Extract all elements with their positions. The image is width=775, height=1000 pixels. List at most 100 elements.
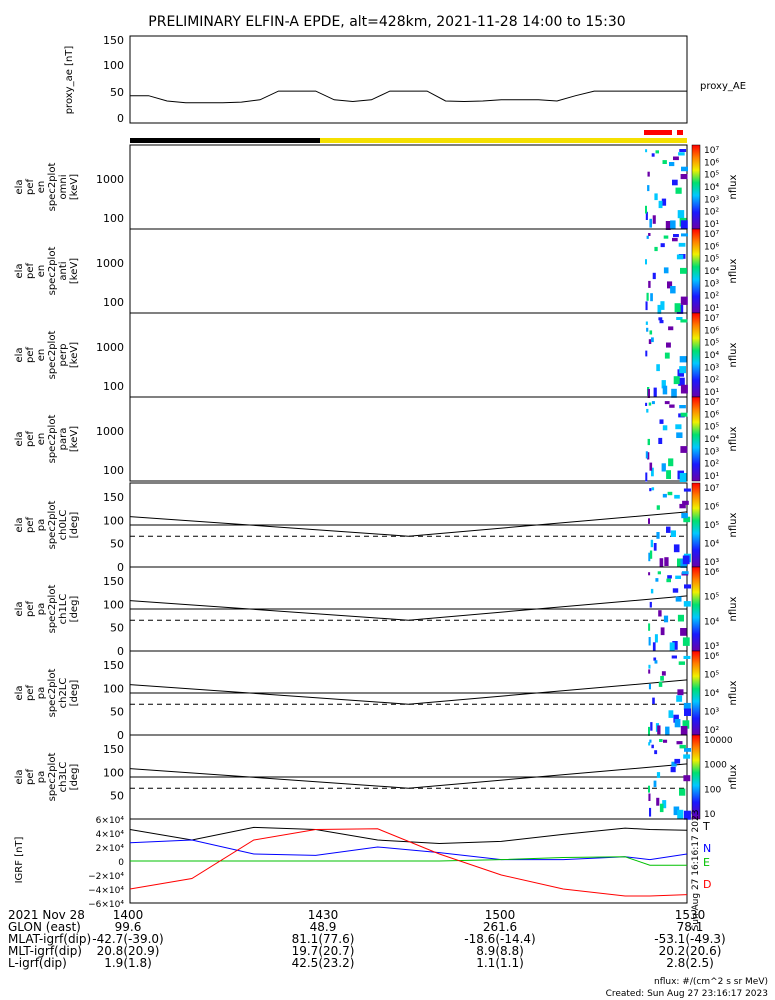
spectrogram-cell bbox=[652, 697, 655, 705]
spectrogram-cell bbox=[677, 809, 684, 819]
igrf-ytick: 0 bbox=[118, 858, 124, 868]
spectra-ylabel-line: spec2plot bbox=[47, 247, 58, 296]
spectrogram-cell bbox=[673, 234, 679, 238]
pa-ylabel-line: ch1LC bbox=[58, 594, 69, 625]
pa-cbar-tick: 10³ bbox=[704, 642, 719, 652]
igrf-series-T bbox=[129, 826, 688, 845]
spectra-colorbar-3 bbox=[691, 396, 701, 482]
footer-row-value: 20.8(20.9) bbox=[97, 944, 160, 958]
spectra-ylabel-line: ela bbox=[14, 347, 25, 362]
footer-row-value: 78.1 bbox=[677, 920, 704, 934]
spectra-ylabel-line: spec2plot bbox=[47, 331, 58, 380]
pa-trace bbox=[129, 679, 688, 705]
pa-ylabel-line: ch2LC bbox=[58, 678, 69, 709]
pa-ylabel-line: pef bbox=[25, 601, 36, 618]
pa-ylabel-line: pef bbox=[25, 517, 36, 534]
spectrogram-cell bbox=[679, 744, 686, 749]
spectra-cbar-tick: 10¹ bbox=[704, 304, 719, 314]
spectra-ylabel-line: para bbox=[58, 428, 69, 451]
footer-row-label: 2021 Nov 28 bbox=[8, 908, 85, 922]
spectrogram-cell bbox=[645, 149, 648, 153]
spectrogram-cell bbox=[667, 575, 672, 579]
spectra-cbar-tick: 10⁴ bbox=[704, 351, 719, 361]
spectra-ylabel-line: ela bbox=[14, 431, 25, 446]
spectrogram-cell bbox=[675, 596, 682, 602]
spectra-ylabel-line: [keV] bbox=[69, 342, 80, 368]
spectrogram-cell bbox=[645, 350, 648, 357]
pa-ylabel-line: spec2plot bbox=[47, 753, 58, 802]
spectrogram-cell bbox=[645, 402, 648, 406]
spectrogram-cell bbox=[662, 493, 667, 498]
spectrogram-cell bbox=[680, 446, 688, 453]
spectrogram-cell bbox=[649, 462, 653, 471]
spectra-colorbar-1 bbox=[691, 228, 701, 314]
spectrogram-cell bbox=[681, 571, 689, 575]
footer-row-value: 20.2(20.6) bbox=[659, 944, 722, 958]
spectrogram-cell bbox=[649, 488, 652, 492]
spectrogram-cell bbox=[653, 543, 657, 551]
nflux-unit-note: nflux: #/(cm^2 s sr MeV) bbox=[654, 977, 768, 987]
spectra-cbar-tick: 10² bbox=[704, 292, 719, 302]
spectrogram-cell bbox=[676, 432, 683, 438]
spectra-ylabel-line: perp bbox=[58, 344, 69, 367]
spectrogram-cell bbox=[680, 628, 687, 636]
spectra-ylabel-line: pef bbox=[25, 263, 36, 280]
spectrogram-cell bbox=[654, 660, 658, 664]
spectrogram-cell bbox=[656, 797, 660, 806]
spectra-cbar-tick: 10¹ bbox=[704, 220, 719, 230]
spectrogram-cell bbox=[649, 601, 652, 608]
spectrogram-cell bbox=[671, 761, 677, 767]
spectra-ylabel-line: en bbox=[36, 181, 47, 194]
spectrogram-cell bbox=[650, 539, 654, 548]
spectra-colorbar-0 bbox=[691, 144, 701, 230]
spectra-ytick-1000: 1000 bbox=[96, 257, 124, 270]
pa-ytick: 150 bbox=[103, 491, 124, 504]
spectra-ylabel-line: pef bbox=[25, 347, 36, 364]
spectra-panel-frame bbox=[129, 312, 688, 398]
spectrogram-cell bbox=[658, 200, 663, 209]
spectrogram-cell bbox=[648, 518, 650, 524]
spectrogram-cell bbox=[664, 401, 670, 405]
pa-cbar-tick: 10⁴ bbox=[704, 689, 719, 699]
spectra-cbar-label: nflux bbox=[728, 174, 739, 199]
spectrogram-cell bbox=[673, 806, 680, 816]
spectrogram-cell bbox=[665, 726, 670, 736]
spectrogram-cell bbox=[680, 174, 688, 180]
pa-cbar-tick: 10⁵ bbox=[704, 593, 719, 603]
spectrogram-cell bbox=[664, 352, 670, 359]
pa-colorbar-3 bbox=[691, 734, 701, 820]
spectra-cbar-tick: 10⁷ bbox=[704, 398, 719, 408]
spectrogram-cell bbox=[649, 807, 652, 817]
pa-ytick: 50 bbox=[110, 706, 124, 719]
igrf-ytick: −6×10⁴ bbox=[88, 900, 124, 910]
pa-ylabel-line: pa bbox=[36, 519, 47, 531]
spectrogram-cell bbox=[673, 714, 679, 723]
ae-tick-150: 150 bbox=[103, 34, 124, 47]
spectra-ylabel-line: ela bbox=[14, 263, 25, 278]
spectrogram-cell bbox=[652, 642, 656, 652]
spectrogram-cell bbox=[675, 575, 681, 579]
spectra-cbar-tick: 10⁵ bbox=[704, 255, 719, 265]
footer-row-value: 1500 bbox=[485, 908, 516, 922]
spectra-cbar-tick: 10⁶ bbox=[704, 326, 719, 336]
spectrogram-cell bbox=[647, 452, 650, 460]
pa-ytick: 100 bbox=[103, 598, 124, 611]
spectrogram-cell bbox=[651, 467, 654, 477]
pa-cbar-label: nflux bbox=[728, 512, 739, 537]
footer-row-value: -53.1(-49.3) bbox=[654, 932, 725, 946]
spectrogram-cell bbox=[664, 557, 669, 566]
proxy-ae-panel: proxy_ae [nT] 150 100 50 0 proxy_AE bbox=[64, 34, 746, 125]
spectrogram-cell bbox=[669, 404, 675, 408]
pa-ytick: 50 bbox=[110, 538, 124, 551]
spectra-cbar-tick: 10³ bbox=[704, 447, 719, 457]
pa-cbar-label: nflux bbox=[728, 680, 739, 705]
spectrogram-cell bbox=[667, 281, 673, 289]
spectra-ylabel-line: anti bbox=[58, 261, 69, 280]
spectra-ylabel-line: en bbox=[36, 433, 47, 446]
pa-ytick: 0 bbox=[117, 729, 124, 742]
pa-cbar-tick: 10³ bbox=[704, 708, 719, 718]
ae-tick-100: 100 bbox=[103, 59, 124, 72]
spectrogram-cell bbox=[683, 702, 691, 710]
